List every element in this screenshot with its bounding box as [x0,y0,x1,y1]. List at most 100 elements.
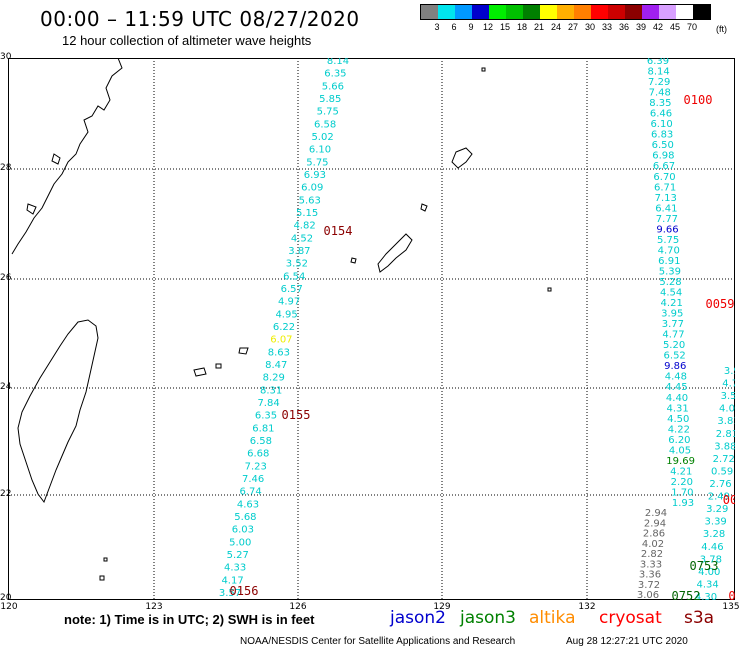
wave-height-value: 7.48 [649,88,671,99]
color-scale: 3 6 9 12 15 18 21 24 27 30 33 36 39 42 45 70 (ft) [420,4,727,34]
wave-height-value: 8.63 [268,347,290,358]
wave-height-value: 6.58 [314,119,336,130]
taiwan-coastline [17,319,99,504]
wave-height-value: 3.39 [705,517,727,528]
wave-height-value: 6.68 [247,449,269,460]
wave-height-value: 7.84 [257,398,279,409]
color-scale-swatch [642,5,659,19]
color-scale-label: 39 [635,22,647,32]
color-scale-label: 3 [434,22,440,32]
wave-height-value: 6.10 [650,119,672,130]
wave-height-value: 0.59 [711,466,733,477]
color-scale-swatch [557,5,574,19]
wave-height-value: 3.92 [724,366,735,377]
wave-height-value: 6.57 [281,284,303,295]
map-border [8,58,735,600]
color-scale-swatch [625,5,642,19]
wave-height-value: 5.20 [663,340,685,351]
wave-height-value: 3.72 [638,580,660,591]
color-scale-swatch [489,5,506,19]
color-scale-swatch [506,5,523,19]
pass-time-label: 0100 [684,93,713,107]
wave-height-value: 4.82 [293,221,315,232]
color-scale-labels: 3 6 9 12 15 18 21 24 27 30 33 36 39 42 45 70 [420,20,711,34]
color-scale-swatch [523,5,540,19]
color-scale-swatch [455,5,472,19]
pass-time-label: 0155 [282,408,311,422]
wave-height-value: 3.87 [288,246,310,257]
island [420,203,428,212]
wave-height-value: 3.78 [700,554,722,565]
wave-height-value: 4.45 [665,382,687,393]
legend-jason2: jason2 [390,608,446,628]
pass-time-label: 0156 [230,584,259,598]
wave-height-value: 6.91 [658,256,680,267]
wave-height-value: 6.74 [239,487,261,498]
island [26,203,37,215]
wave-height-value: 7.13 [655,193,677,204]
wave-height-value: 4.46 [701,542,723,553]
wave-height-value: 3.57 [219,588,241,599]
island [51,153,61,165]
wave-height-value: 4.05 [669,445,691,456]
lon-label: 135 [722,602,740,612]
pass-time-label: 0 [728,589,735,600]
color-scale-label: 24 [550,22,562,32]
wave-height-value: 4.63 [237,499,259,510]
color-scale-label: 33 [601,22,613,32]
wave-height-value: 4.02 [642,539,664,550]
wave-height-value: 3.29 [706,504,728,515]
lon-label: 126 [289,602,307,612]
wave-height-value: 4.33 [224,563,246,574]
wave-height-value: 4.17 [221,575,243,586]
map-subtitle: 12 hour collection of altimeter wave hei… [62,33,312,48]
ishigaki-island [193,367,207,377]
island [103,557,108,562]
wave-height-value: 5.00 [229,537,251,548]
wave-height-value: 9.66 [656,224,678,235]
wave-height-value: 6.58 [250,436,272,447]
wave-height-value: 6.83 [651,130,673,141]
wave-height-value: 4.52 [291,233,313,244]
lat-label: 20 [0,593,12,603]
lon-label: 123 [145,602,163,612]
color-scale-unit: (ft) [716,24,727,34]
wave-height-value: 3.81 [717,416,735,427]
wave-height-value: 6.10 [309,145,331,156]
legend-jason3: jason3 [460,608,516,628]
color-scale-label: 42 [652,22,664,32]
wave-height-value: 5.27 [227,550,249,561]
color-scale-swatches [420,4,711,20]
wave-height-value: 5.39 [659,266,681,277]
wave-height-value: 4.95 [275,309,297,320]
color-scale-label: 21 [533,22,545,32]
wave-height-value: 19.69 [666,456,695,467]
wave-height-value: 3.88 [714,441,735,452]
wave-height-value: 4.48 [665,372,687,383]
kyushu-coastline [11,58,123,255]
color-scale-swatch [591,5,608,19]
legend-s3a: s3a [684,608,715,628]
wave-height-value: 4.40 [666,393,688,404]
lon-label: 120 [0,602,18,612]
color-scale-swatch [608,5,625,19]
wave-height-value: 4.72 [722,379,735,390]
wave-height-value: 3.36 [639,570,661,581]
wave-height-value: 5.15 [296,208,318,219]
color-scale-label: 12 [482,22,494,32]
wave-height-value: 7.46 [242,474,264,485]
wave-height-value: 4.00 [698,567,720,578]
color-scale-label: 27 [567,22,579,32]
wave-height-value: 8.29 [263,373,285,384]
lat-label: 30 [0,52,12,62]
color-scale-label: 15 [499,22,511,32]
wave-height-value: 5.28 [659,277,681,288]
color-scale-label: 9 [468,22,474,32]
lat-label: 22 [0,489,12,499]
wave-height-value: 1.70 [671,487,693,498]
amami-island [451,147,473,169]
map-canvas: 8.146.355.665.855.756.585.026.105.756.93… [8,58,735,600]
wave-height-value: 4.50 [667,414,689,425]
wave-height-value: 3.95 [661,309,683,320]
pass-time-label: 0753 [690,559,719,573]
